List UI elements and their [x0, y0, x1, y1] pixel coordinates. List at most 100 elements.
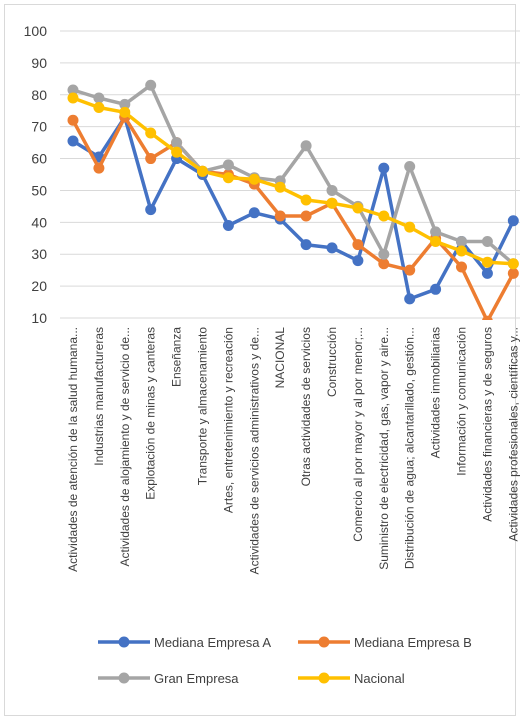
data-point — [507, 267, 519, 279]
legend-label: Mediana Empresa A — [154, 635, 271, 650]
legend: Mediana Empresa A Mediana Empresa B Gran E… — [98, 635, 472, 686]
legend-label: Nacional — [354, 671, 405, 686]
y-tick-label-10: 10 — [31, 310, 47, 326]
data-point — [456, 261, 467, 273]
data-point — [274, 181, 286, 193]
x-tick-label: Artes, entretenimiento y recreación — [221, 327, 235, 513]
y-tick-label-30: 30 — [31, 246, 47, 262]
data-point — [248, 207, 260, 219]
y-axis-tick-labels: 10 20 30 40 50 60 70 80 90 100 — [24, 23, 48, 326]
data-point — [300, 239, 312, 251]
data-point — [430, 235, 442, 247]
legend-marker — [318, 672, 330, 684]
y-tick-label-40: 40 — [31, 214, 47, 230]
series-nacional — [67, 92, 519, 270]
y-tick-label-90: 90 — [31, 55, 47, 71]
data-point — [93, 162, 105, 174]
data-point — [481, 267, 493, 279]
x-tick-label: NACIONAL — [273, 327, 287, 389]
data-point — [67, 92, 79, 104]
data-point — [93, 92, 105, 104]
y-tick-label-70: 70 — [31, 119, 47, 135]
legend-marker — [118, 672, 130, 684]
y-tick-label-80: 80 — [31, 87, 47, 103]
data-point — [482, 315, 493, 320]
data-point — [326, 184, 338, 196]
data-point — [274, 210, 286, 222]
x-tick-label: Actividades de atención de la salud huma… — [66, 327, 80, 572]
legend-label: Mediana Empresa B — [354, 635, 472, 650]
data-point — [171, 137, 183, 149]
x-tick-label: Distribución de agua; alcantarillado, ge… — [403, 327, 417, 569]
gridlines — [60, 30, 520, 319]
data-point — [456, 245, 467, 257]
data-point — [404, 161, 416, 173]
data-point — [430, 283, 442, 295]
y-tick-label-20: 20 — [31, 278, 47, 294]
data-point — [404, 264, 416, 276]
legend-label: Gran Empresa — [154, 671, 239, 686]
y-tick-label-100: 100 — [24, 23, 48, 39]
data-point — [119, 106, 131, 118]
data-point — [93, 102, 105, 114]
data-point — [507, 215, 519, 227]
x-tick-label: Transporte y almacenamiento — [196, 327, 210, 486]
x-tick-label: Información y comunicación — [455, 327, 469, 476]
data-point — [378, 210, 390, 222]
data-point — [222, 172, 234, 184]
data-point — [300, 194, 312, 206]
x-tick-label: Actividades de alojamiento y de servicio… — [118, 327, 132, 566]
legend-item: Gran Empresa — [98, 671, 239, 686]
data-point — [145, 79, 157, 91]
legend-marker — [318, 636, 330, 648]
data-point — [481, 235, 493, 247]
data-point — [67, 114, 79, 126]
x-tick-label: Explotación de minas y canteras — [144, 327, 158, 500]
series-lines — [67, 79, 519, 320]
data-point — [404, 293, 416, 305]
y-tick-label-50: 50 — [31, 182, 47, 198]
data-point — [352, 239, 364, 251]
data-point — [300, 140, 312, 152]
data-point — [197, 165, 208, 177]
x-tick-label: Industrias manufactureras — [92, 327, 106, 466]
x-tick-label: Actividades inmobiliarias — [429, 327, 443, 458]
data-point — [456, 235, 467, 247]
x-tick-label: Comercio al por mayor y al por menor;... — [351, 327, 365, 542]
data-point — [378, 258, 390, 270]
series-line — [72, 115, 515, 301]
data-point — [171, 146, 183, 158]
data-point — [378, 248, 390, 260]
x-tick-label: Construcción — [325, 327, 339, 397]
data-point — [222, 220, 234, 232]
x-tick-label: Enseñanza — [170, 327, 184, 387]
y-tick-label-60: 60 — [31, 151, 47, 167]
data-point — [352, 202, 364, 214]
data-point — [145, 153, 157, 165]
data-point — [145, 204, 157, 216]
legend-marker — [118, 636, 130, 648]
legend-item: Mediana Empresa B — [298, 635, 472, 650]
data-point — [352, 255, 364, 267]
x-tick-label: Actividades financieras y de seguros — [480, 327, 494, 522]
data-point — [430, 226, 442, 238]
data-point — [300, 210, 312, 222]
legend-item: Mediana Empresa A — [98, 635, 271, 650]
data-point — [481, 256, 493, 268]
x-tick-label: Actividades profesionales, científicas y… — [506, 327, 520, 542]
x-tick-label: Otras actividades de servicios — [299, 327, 313, 486]
data-point — [222, 159, 234, 171]
data-point — [326, 197, 338, 209]
data-point — [404, 221, 416, 233]
data-point — [507, 258, 519, 270]
data-point — [326, 242, 338, 254]
data-point — [67, 135, 79, 147]
data-point — [119, 98, 131, 110]
data-point — [145, 127, 157, 139]
chart-border — [4, 4, 516, 716]
data-point — [378, 162, 390, 174]
x-tick-label: Suministro de electricidad, gas, vapor y… — [377, 327, 391, 570]
data-point — [248, 173, 260, 185]
